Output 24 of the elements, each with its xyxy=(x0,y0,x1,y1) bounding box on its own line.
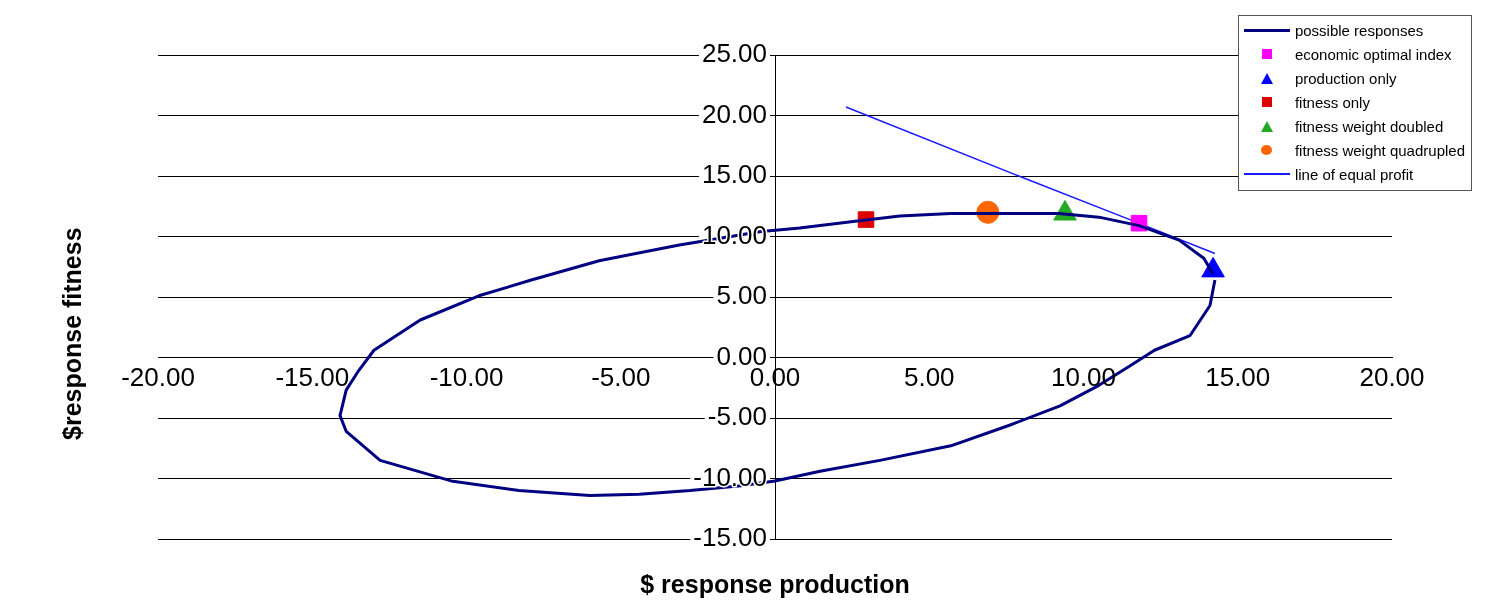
y-axis-title: $response fitness xyxy=(58,227,87,440)
x-tick-label: 15.00 xyxy=(1205,361,1271,392)
legend-label: fitness weight quadrupled xyxy=(1294,141,1465,159)
y-tick-label: -15.00 xyxy=(693,522,767,553)
legend-label: fitness only xyxy=(1294,93,1370,111)
x-tick-label: 5.00 xyxy=(903,361,955,392)
x-tick-label: -10.00 xyxy=(429,361,504,392)
y-tick-label: -5.00 xyxy=(707,401,767,432)
x-tick-label: -20.00 xyxy=(121,361,195,392)
y-tick-label: -10.00 xyxy=(693,461,767,492)
y-tick-label: 20.00 xyxy=(701,98,767,129)
y-tick-label: 15.00 xyxy=(701,159,767,190)
x-tick-label: 20.00 xyxy=(1359,361,1425,392)
legend-label: line of equal profit xyxy=(1294,165,1414,183)
x-tick-label: -5.00 xyxy=(591,361,651,392)
y-tick-label: 25.00 xyxy=(701,38,767,69)
x-tick-label: -15.00 xyxy=(275,361,350,392)
y-tick-label: 5.00 xyxy=(716,280,767,311)
legend-label: economic optimal index xyxy=(1294,45,1452,63)
x-axis-title: $ response production xyxy=(639,570,911,599)
legend-label: fitness weight doubled xyxy=(1294,117,1444,135)
legend-label: production only xyxy=(1294,69,1397,87)
legend-label: possible responses xyxy=(1294,21,1424,39)
x-tick-label: 10.00 xyxy=(1050,361,1117,392)
